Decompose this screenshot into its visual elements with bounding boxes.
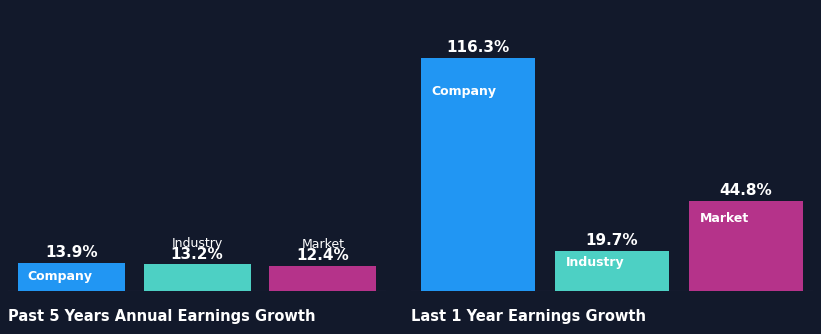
Bar	[18, 263, 125, 291]
Text: Market: Market	[699, 211, 749, 224]
Text: 44.8%: 44.8%	[719, 183, 772, 198]
Text: 19.7%: 19.7%	[585, 233, 638, 248]
Text: Market: Market	[301, 238, 345, 252]
Bar	[269, 266, 376, 291]
Text: 13.9%: 13.9%	[45, 245, 98, 260]
Text: Company: Company	[28, 270, 93, 283]
Bar	[555, 251, 668, 291]
Text: Last 1 Year Earnings Growth: Last 1 Year Earnings Growth	[410, 309, 645, 324]
Bar	[420, 57, 534, 291]
Text: Past 5 Years Annual Earnings Growth: Past 5 Years Annual Earnings Growth	[8, 309, 316, 324]
Text: 12.4%: 12.4%	[296, 248, 349, 263]
Text: Industry: Industry	[566, 256, 624, 269]
Text: 13.2%: 13.2%	[171, 246, 223, 262]
Bar	[689, 201, 803, 291]
Bar	[144, 264, 250, 291]
Text: Industry: Industry	[172, 237, 222, 250]
Text: 116.3%: 116.3%	[446, 40, 509, 55]
Text: Company: Company	[431, 86, 496, 99]
